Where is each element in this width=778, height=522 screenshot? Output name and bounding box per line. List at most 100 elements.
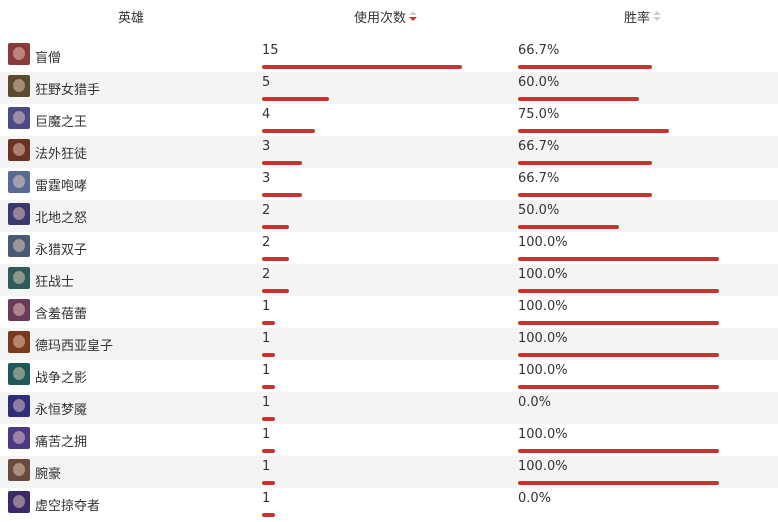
champion-name[interactable]: 含羞蓓蕾: [35, 307, 88, 322]
uses-bar: [262, 129, 315, 133]
winrate-value: 0.0%: [518, 491, 552, 506]
winrate-bar: [518, 481, 719, 485]
table-row[interactable]: 雷霆咆哮 3 66.7%: [0, 168, 778, 200]
champion-portrait-icon[interactable]: [8, 363, 30, 385]
uses-bar: [262, 97, 329, 101]
table-row[interactable]: 盲僧 15 66.7%: [0, 40, 778, 72]
sort-icon[interactable]: [653, 11, 662, 23]
champion-name[interactable]: 战争之影: [35, 371, 88, 386]
champion-name[interactable]: 北地之怒: [35, 211, 88, 226]
champion-portrait-icon[interactable]: [8, 139, 30, 161]
uses-bar: [262, 481, 275, 485]
champion-name[interactable]: 痛苦之拥: [35, 435, 88, 450]
uses-count: 1: [262, 363, 271, 378]
champion-name[interactable]: 德玛西亚皇子: [35, 339, 114, 354]
winrate-bar: [518, 161, 652, 165]
table-row[interactable]: 虚空掠夺者 1 0.0%: [0, 488, 778, 520]
winrate-value: 100.0%: [518, 427, 568, 442]
winrate-value: 100.0%: [518, 363, 568, 378]
table-row[interactable]: 德玛西亚皇子 1 100.0%: [0, 328, 778, 360]
champion-name[interactable]: 狂野女猎手: [35, 83, 101, 98]
champion-portrait-icon[interactable]: [8, 395, 30, 417]
table-row[interactable]: 狂野女猎手 5 60.0%: [0, 72, 778, 104]
winrate-value: 66.7%: [518, 171, 560, 186]
champion-name[interactable]: 盲僧: [35, 51, 62, 66]
uses-count: 1: [262, 491, 271, 506]
uses-bar: [262, 513, 275, 517]
winrate-value: 100.0%: [518, 267, 568, 282]
winrate-value: 100.0%: [518, 331, 568, 346]
column-header-hero-label: 英雄: [118, 11, 145, 26]
uses-count: 2: [262, 203, 271, 218]
champion-portrait-icon[interactable]: [8, 171, 30, 193]
column-header-hero: 英雄: [118, 7, 144, 26]
uses-count: 1: [262, 427, 271, 442]
champion-name[interactable]: 狂战士: [35, 275, 75, 290]
uses-bar: [262, 449, 275, 453]
champion-name[interactable]: 法外狂徒: [35, 147, 88, 162]
table-row[interactable]: 法外狂徒 3 66.7%: [0, 136, 778, 168]
winrate-bar: [518, 449, 719, 453]
uses-bar: [262, 65, 462, 69]
uses-count: 3: [262, 171, 271, 186]
uses-count: 15: [262, 43, 279, 58]
champion-portrait-icon[interactable]: [8, 235, 30, 257]
uses-bar: [262, 257, 289, 261]
table-row[interactable]: 狂战士 2 100.0%: [0, 264, 778, 296]
uses-count: 1: [262, 459, 271, 474]
uses-bar: [262, 353, 275, 357]
winrate-value: 100.0%: [518, 459, 568, 474]
champion-portrait-icon[interactable]: [8, 267, 30, 289]
champion-portrait-icon[interactable]: [8, 427, 30, 449]
table-row[interactable]: 永恒梦魇 1 0.0%: [0, 392, 778, 424]
champion-name[interactable]: 永恒梦魇: [35, 403, 88, 418]
champion-portrait-icon[interactable]: [8, 331, 30, 353]
champion-portrait-icon[interactable]: [8, 491, 30, 513]
table-row[interactable]: 战争之影 1 100.0%: [0, 360, 778, 392]
uses-bar: [262, 385, 275, 389]
champion-name[interactable]: 永猎双子: [35, 243, 88, 258]
champion-name[interactable]: 腕豪: [35, 467, 62, 482]
champion-portrait-icon[interactable]: [8, 299, 30, 321]
champion-name[interactable]: 虚空掠夺者: [35, 499, 101, 514]
winrate-bar: [518, 225, 619, 229]
uses-count: 4: [262, 107, 271, 122]
table-row[interactable]: 含羞蓓蕾 1 100.0%: [0, 296, 778, 328]
sort-descending-icon[interactable]: [409, 11, 418, 23]
uses-count: 3: [262, 139, 271, 154]
uses-count: 1: [262, 299, 271, 314]
winrate-bar: [518, 257, 719, 261]
winrate-value: 0.0%: [518, 395, 552, 410]
table-row[interactable]: 永猎双子 2 100.0%: [0, 232, 778, 264]
champion-portrait-icon[interactable]: [8, 43, 30, 65]
winrate-bar: [518, 97, 639, 101]
uses-bar: [262, 161, 302, 165]
winrate-bar: [518, 289, 719, 293]
winrate-bar: [518, 129, 669, 133]
column-header-winrate-label: 胜率: [624, 11, 651, 26]
column-header-uses[interactable]: 使用次数: [354, 7, 418, 26]
champion-name[interactable]: 雷霆咆哮: [35, 179, 88, 194]
column-header-winrate[interactable]: 胜率: [624, 7, 662, 26]
winrate-bar: [518, 321, 719, 325]
uses-bar: [262, 225, 289, 229]
winrate-bar: [518, 65, 652, 69]
champion-portrait-icon[interactable]: [8, 459, 30, 481]
champion-portrait-icon[interactable]: [8, 75, 30, 97]
champion-portrait-icon[interactable]: [8, 107, 30, 129]
table-row[interactable]: 痛苦之拥 1 100.0%: [0, 424, 778, 456]
table-header: 英雄 使用次数 胜率: [0, 0, 778, 34]
uses-count: 1: [262, 395, 271, 410]
winrate-value: 50.0%: [518, 203, 560, 218]
uses-bar: [262, 289, 289, 293]
winrate-bar: [518, 193, 652, 197]
table-row[interactable]: 北地之怒 2 50.0%: [0, 200, 778, 232]
winrate-value: 66.7%: [518, 43, 560, 58]
champion-portrait-icon[interactable]: [8, 203, 30, 225]
winrate-bar: [518, 385, 719, 389]
table-row[interactable]: 腕豪 1 100.0%: [0, 456, 778, 488]
table-row[interactable]: 巨魔之王 4 75.0%: [0, 104, 778, 136]
champion-name[interactable]: 巨魔之王: [35, 115, 88, 130]
uses-count: 1: [262, 331, 271, 346]
